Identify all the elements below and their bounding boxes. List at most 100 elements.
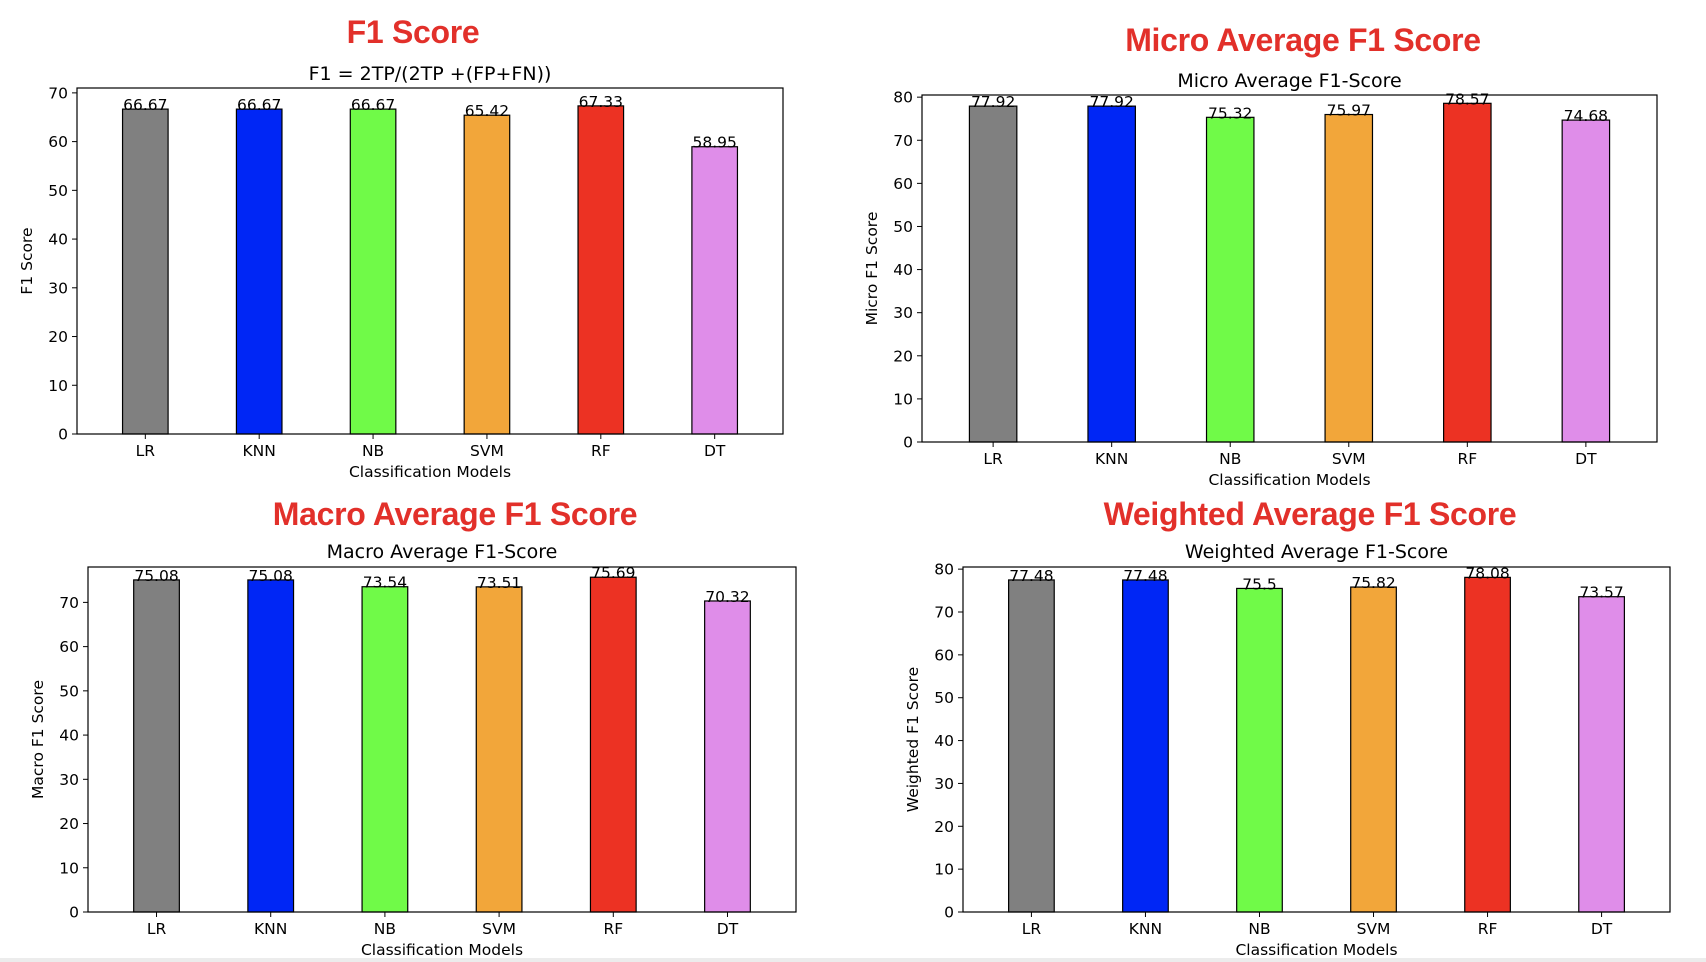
plot-frame-micro	[921, 94, 1658, 443]
x-tick-label-micro-rf: RF	[1457, 450, 1477, 468]
bar-f1-rf	[577, 105, 625, 435]
bar-micro-nb	[1205, 116, 1255, 443]
y-tick-label-macro-20: 20	[59, 815, 79, 833]
plot-frame-macro	[87, 566, 797, 913]
x-tick-label-weighted-lr: LR	[1022, 920, 1042, 938]
x-tick-label-f1-svm: SVM	[470, 442, 504, 460]
y-axis-label-micro: Micro F1 Score	[863, 212, 881, 326]
y-tick-label-micro-40: 40	[893, 261, 913, 279]
value-label-macro-lr: 75.08	[134, 567, 178, 585]
value-label-micro-knn: 77.92	[1089, 93, 1133, 111]
x-tick-label-micro-svm: SVM	[1332, 450, 1366, 468]
value-label-macro-knn: 75.08	[249, 567, 293, 585]
x-tick-label-micro-lr: LR	[983, 450, 1003, 468]
y-tick-label-f1-30: 30	[48, 279, 68, 297]
x-tick-label-weighted-rf: RF	[1478, 920, 1498, 938]
value-label-weighted-nb: 75.5	[1242, 575, 1277, 593]
x-tick-label-macro-knn: KNN	[254, 920, 287, 938]
y-tick-label-weighted-40: 40	[934, 732, 954, 750]
x-tick-label-macro-svm: SVM	[482, 920, 516, 938]
x-tick-label-micro-dt: DT	[1575, 450, 1597, 468]
headline-f1-score: F1 Score	[346, 14, 480, 50]
bar-micro-svm	[1324, 113, 1374, 443]
y-axis-label-macro: Macro F1 Score	[29, 680, 47, 799]
bar-weighted-rf	[1464, 576, 1511, 913]
value-label-f1-knn: 66.67	[237, 96, 281, 114]
x-tick-label-macro-dt: DT	[717, 920, 739, 938]
y-tick-label-weighted-0: 0	[944, 904, 954, 922]
y-tick-label-weighted-20: 20	[934, 818, 954, 836]
chart-title-f1: F1 = 2TP/(2TP +(FP+FN))	[309, 63, 552, 85]
y-tick-label-f1-70: 70	[48, 84, 68, 102]
value-label-macro-nb: 73.54	[363, 574, 407, 592]
y-tick-label-macro-50: 50	[59, 682, 79, 700]
bar-weighted-lr	[1008, 579, 1055, 913]
x-tick-label-macro-lr: LR	[147, 920, 167, 938]
y-axis-label-f1: F1 Score	[18, 227, 36, 294]
bar-macro-knn	[247, 579, 295, 913]
x-tick-label-macro-rf: RF	[603, 920, 623, 938]
bar-micro-lr	[968, 105, 1018, 443]
bottom-border	[0, 958, 1706, 962]
bar-weighted-svm	[1350, 586, 1397, 913]
y-tick-label-f1-60: 60	[48, 133, 68, 151]
x-axis-label-macro: Classification Models	[361, 941, 523, 959]
bar-micro-rf	[1443, 102, 1492, 443]
bar-macro-rf	[589, 576, 637, 913]
x-axis-label-micro: Classification Models	[1208, 471, 1370, 489]
x-tick-label-weighted-svm: SVM	[1357, 920, 1391, 938]
bar-macro-lr	[133, 579, 180, 913]
x-tick-label-weighted-dt: DT	[1591, 920, 1613, 938]
x-axis-label-weighted: Classification Models	[1235, 941, 1397, 959]
y-tick-label-weighted-60: 60	[934, 646, 954, 664]
chart-micro: Micro Average F1-Score 77.92 LR 77.92 KNN 75.…	[863, 70, 1658, 489]
y-tick-label-micro-50: 50	[893, 218, 913, 236]
bar-micro-dt	[1561, 119, 1611, 443]
bar-macro-dt	[704, 600, 751, 913]
value-label-f1-nb: 66.67	[351, 96, 395, 114]
x-tick-label-micro-knn: KNN	[1095, 450, 1128, 468]
y-tick-label-f1-50: 50	[48, 182, 68, 200]
value-label-weighted-rf: 78.08	[1465, 564, 1509, 582]
bar-weighted-dt	[1578, 596, 1625, 913]
y-tick-label-f1-0: 0	[58, 426, 68, 444]
y-tick-label-weighted-50: 50	[934, 689, 954, 707]
y-tick-label-f1-20: 20	[48, 328, 68, 346]
bar-weighted-nb	[1236, 587, 1283, 913]
y-tick-label-macro-0: 0	[69, 904, 79, 922]
bar-f1-nb	[349, 108, 397, 435]
x-tick-label-weighted-nb: NB	[1248, 920, 1270, 938]
y-tick-label-micro-30: 30	[893, 304, 913, 322]
y-tick-label-weighted-30: 30	[934, 775, 954, 793]
plot-frame-f1	[76, 87, 784, 435]
y-tick-label-micro-60: 60	[893, 175, 913, 193]
chart-title-micro: Micro Average F1-Score	[1177, 70, 1401, 92]
y-tick-label-macro-30: 30	[59, 771, 79, 789]
y-tick-label-weighted-80: 80	[934, 561, 954, 579]
y-axis-label-weighted: Weighted F1 Score	[904, 667, 922, 812]
value-label-f1-dt: 58.95	[692, 134, 736, 152]
x-tick-label-f1-knn: KNN	[243, 442, 276, 460]
x-tick-label-f1-nb: NB	[362, 442, 384, 460]
value-label-micro-rf: 78.57	[1445, 90, 1489, 108]
value-label-f1-rf: 67.33	[579, 93, 623, 111]
value-label-weighted-svm: 75.82	[1351, 574, 1395, 592]
x-tick-label-micro-nb: NB	[1219, 450, 1241, 468]
value-label-macro-dt: 70.32	[705, 588, 749, 606]
y-tick-label-macro-60: 60	[59, 638, 79, 656]
bar-macro-nb	[361, 586, 409, 913]
bar-f1-svm	[463, 114, 511, 435]
headline-micro-average-f1-score: Micro Average F1 Score	[1125, 22, 1481, 58]
bar-f1-lr	[121, 108, 169, 435]
value-label-weighted-knn: 77.48	[1123, 567, 1167, 585]
chart-macro: Macro Average F1-Score 75.08 LR 75.08 KNN 73.…	[29, 541, 797, 959]
chart-f1: F1 = 2TP/(2TP +(FP+FN)) 66.67 LR 66.67 KNN 66…	[18, 63, 784, 481]
value-label-macro-svm: 73.51	[477, 574, 521, 592]
value-label-micro-dt: 74.68	[1564, 107, 1608, 125]
x-tick-label-f1-lr: LR	[136, 442, 156, 460]
value-label-f1-svm: 65.42	[465, 102, 509, 120]
x-axis-label-f1: Classification Models	[349, 463, 511, 481]
value-label-micro-lr: 77.92	[971, 93, 1015, 111]
chart-weighted: Weighted Average F1-Score 77.48 LR 77.48 KNN…	[904, 541, 1671, 959]
